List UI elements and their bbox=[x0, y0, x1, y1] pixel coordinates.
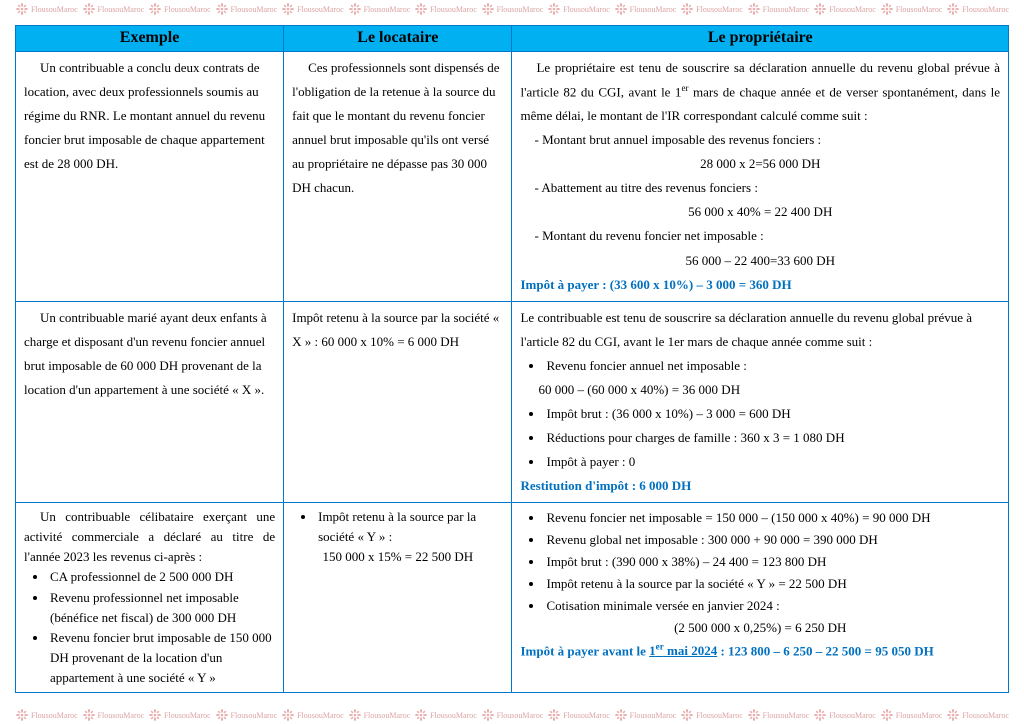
watermark-item: FlousouMaroc bbox=[880, 2, 943, 16]
watermark-item: FlousouMaroc bbox=[82, 2, 145, 16]
result-text: Restitution d'impôt : 6 000 DH bbox=[520, 474, 1000, 498]
watermark-item: FlousouMaroc bbox=[281, 2, 344, 16]
bullet-list: Revenu foncier annuel net imposable : bbox=[540, 354, 1000, 378]
list-item: Impôt retenu à la source par la société … bbox=[544, 573, 1000, 595]
watermark-item: FlousouMaroc bbox=[414, 708, 477, 722]
watermark-item: FlousouMaroc bbox=[148, 2, 211, 16]
watermark-item: FlousouMaroc bbox=[547, 2, 610, 16]
watermark-item: FlousouMaroc bbox=[547, 708, 610, 722]
watermark-item: FlousouMaroc bbox=[215, 708, 278, 722]
watermark-item: FlousouMaroc bbox=[82, 708, 145, 722]
cell-text: Un contribuable marié ayant deux enfants… bbox=[24, 306, 275, 402]
watermark-item: FlousouMaroc bbox=[148, 708, 211, 722]
cell-text: 150 000 x 15% = 22 500 DH bbox=[292, 547, 503, 567]
list-item: Revenu global net imposable : 300 000 + … bbox=[544, 529, 1000, 551]
watermark-top: FlousouMarocFlousouMarocFlousouMarocFlou… bbox=[0, 2, 1024, 16]
cell-text: Un contribuable a conclu deux contrats d… bbox=[24, 56, 275, 176]
list-item: Impôt à payer : 0 bbox=[544, 450, 1000, 474]
cell-text: (2 500 000 x 0,25%) = 6 250 DH bbox=[520, 617, 1000, 639]
table-row: Un contribuable a conclu deux contrats d… bbox=[16, 51, 1009, 301]
result-text: Impôt à payer : (33 600 x 10%) – 3 000 =… bbox=[520, 273, 1000, 297]
watermark-item: FlousouMaroc bbox=[281, 708, 344, 722]
cell-text: 60 000 – (60 000 x 40%) = 36 000 DH bbox=[538, 378, 1000, 402]
watermark-item: FlousouMaroc bbox=[614, 708, 677, 722]
bullet-list: CA professionnel de 2 500 000 DH Revenu … bbox=[44, 567, 275, 688]
watermark-item: FlousouMaroc bbox=[15, 708, 78, 722]
bullet-list: Impôt brut : (36 000 x 10%) – 3 000 = 60… bbox=[540, 402, 1000, 474]
watermark-item: FlousouMaroc bbox=[880, 708, 943, 722]
main-table: Exemple Le locataire Le propriétaire Un … bbox=[15, 25, 1009, 693]
header-exemple: Exemple bbox=[16, 26, 284, 52]
cell-text: Le propriétaire est tenu de souscrire sa… bbox=[520, 56, 1000, 128]
watermark-item: FlousouMaroc bbox=[946, 2, 1009, 16]
cell-text: Impôt retenu à la source par la société … bbox=[292, 306, 503, 354]
result-text: Impôt à payer avant le 1er mai 2024 : 12… bbox=[520, 640, 1000, 662]
watermark-item: FlousouMaroc bbox=[215, 2, 278, 16]
watermark-item: FlousouMaroc bbox=[946, 708, 1009, 722]
watermark-item: FlousouMaroc bbox=[813, 708, 876, 722]
header-locataire: Le locataire bbox=[284, 26, 512, 52]
cell-text: - Montant brut annuel imposable des reve… bbox=[534, 128, 1000, 152]
watermark-item: FlousouMaroc bbox=[747, 2, 810, 16]
list-item: Impôt brut : (390 000 x 38%) – 24 400 = … bbox=[544, 551, 1000, 573]
table-row: Un contribuable marié ayant deux enfants… bbox=[16, 301, 1009, 502]
cell-text: Un contribuable célibataire exerçant une… bbox=[24, 507, 275, 567]
watermark-bottom: FlousouMarocFlousouMarocFlousouMarocFlou… bbox=[0, 708, 1024, 722]
bullet-list: Revenu foncier net imposable = 150 000 –… bbox=[540, 507, 1000, 617]
watermark-item: FlousouMaroc bbox=[348, 2, 411, 16]
watermark-item: FlousouMaroc bbox=[614, 2, 677, 16]
list-item: Impôt brut : (36 000 x 10%) – 3 000 = 60… bbox=[544, 402, 1000, 426]
watermark-item: FlousouMaroc bbox=[414, 2, 477, 16]
cell-text: Ces professionnels sont dispensés de l'o… bbox=[292, 56, 503, 200]
watermark-item: FlousouMaroc bbox=[15, 2, 78, 16]
table-row: Un contribuable célibataire exerçant une… bbox=[16, 502, 1009, 692]
cell-text: Le contribuable est tenu de souscrire sa… bbox=[520, 306, 1000, 354]
cell-text: 56 000 – 22 400=33 600 DH bbox=[520, 249, 1000, 273]
cell-text: - Montant du revenu foncier net imposabl… bbox=[534, 224, 1000, 248]
watermark-item: FlousouMaroc bbox=[680, 2, 743, 16]
list-item: Revenu foncier annuel net imposable : bbox=[544, 354, 1000, 378]
bullet-list: Impôt retenu à la source par la société … bbox=[312, 507, 503, 547]
list-item: Revenu foncier net imposable = 150 000 –… bbox=[544, 507, 1000, 529]
cell-text: 28 000 x 2=56 000 DH bbox=[520, 152, 1000, 176]
list-item: Impôt retenu à la source par la société … bbox=[316, 507, 503, 547]
list-item: Réductions pour charges de famille : 360… bbox=[544, 426, 1000, 450]
watermark-item: FlousouMaroc bbox=[747, 708, 810, 722]
watermark-item: FlousouMaroc bbox=[481, 708, 544, 722]
cell-text: 56 000 x 40% = 22 400 DH bbox=[520, 200, 1000, 224]
list-item: Revenu foncier brut imposable de 150 000… bbox=[48, 628, 275, 688]
cell-text: - Abattement au titre des revenus foncie… bbox=[534, 176, 1000, 200]
watermark-item: FlousouMaroc bbox=[481, 2, 544, 16]
watermark-item: FlousouMaroc bbox=[680, 708, 743, 722]
watermark-item: FlousouMaroc bbox=[348, 708, 411, 722]
list-item: Revenu professionnel net imposable (béné… bbox=[48, 588, 275, 628]
watermark-item: FlousouMaroc bbox=[813, 2, 876, 16]
list-item: CA professionnel de 2 500 000 DH bbox=[48, 567, 275, 587]
header-proprietaire: Le propriétaire bbox=[512, 26, 1009, 52]
list-item: Cotisation minimale versée en janvier 20… bbox=[544, 595, 1000, 617]
